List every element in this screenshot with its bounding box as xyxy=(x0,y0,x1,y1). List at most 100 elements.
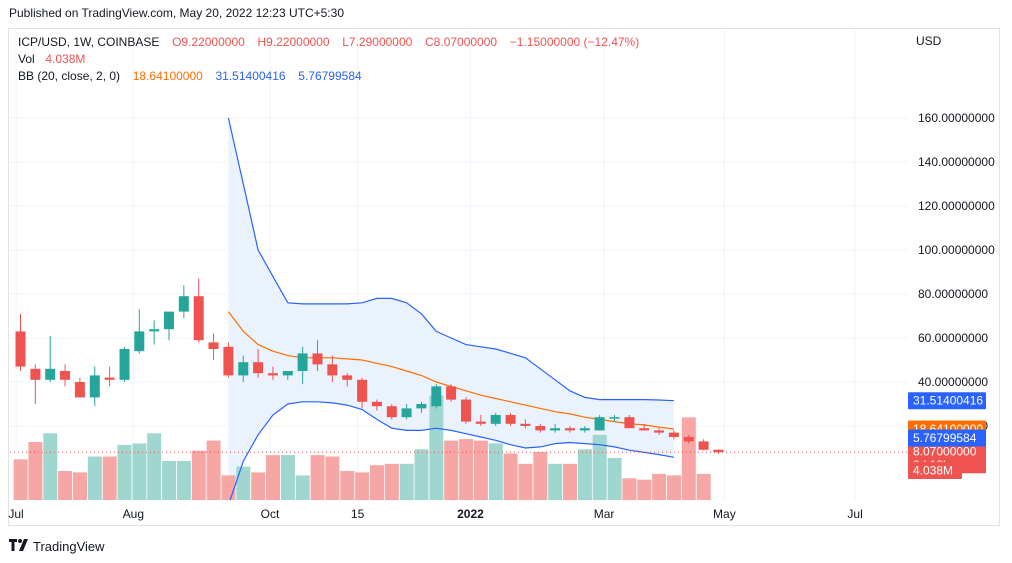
volume-bar xyxy=(473,440,488,500)
candle-body xyxy=(564,428,575,431)
candle-body xyxy=(327,364,338,376)
legend-low: L7.29000000 xyxy=(342,35,413,49)
candle-body xyxy=(594,417,605,431)
legend-bb-lower: 5.76799584 xyxy=(298,69,362,83)
price-axis-label: 60.00000000 xyxy=(918,331,988,345)
price-tag-label: 8.07000000 xyxy=(913,445,977,459)
candle-body xyxy=(490,415,501,424)
price-axis-label: 140.00000000 xyxy=(918,155,995,169)
volume-bar xyxy=(414,449,429,501)
candle-body xyxy=(520,423,531,426)
candle-body xyxy=(178,296,189,312)
volume-bar xyxy=(117,444,132,500)
candle-body xyxy=(238,362,249,376)
candle-body xyxy=(208,342,219,349)
candle-body xyxy=(371,401,382,407)
volume-bar xyxy=(43,433,58,500)
price-tag-label: 5.76799584 xyxy=(913,431,977,445)
time-axis-label: Mar xyxy=(594,507,615,521)
candle-body xyxy=(505,415,516,424)
volume-bar xyxy=(667,475,681,500)
legend-bb-upper: 31.51400416 xyxy=(215,69,286,83)
footer-brand[interactable]: TradingView xyxy=(9,539,105,554)
price-tag xyxy=(908,392,986,410)
time-axis-label: 15 xyxy=(351,507,365,521)
volume-bar xyxy=(384,463,399,501)
bb-upper-line xyxy=(227,117,674,402)
volume-bar xyxy=(87,456,102,500)
legend-vol-value: 4.038M xyxy=(45,52,86,66)
volume-bar xyxy=(58,471,73,500)
candle-body xyxy=(401,408,412,418)
volume-bar xyxy=(548,463,563,501)
candle-body xyxy=(30,368,41,380)
candle-body xyxy=(297,353,308,371)
volume-bar xyxy=(503,453,518,500)
volume-bar xyxy=(637,479,652,500)
volume-bar xyxy=(399,463,414,501)
candle-body xyxy=(668,432,679,437)
legend-bb-label[interactable]: BB (20, close, 2, 0) xyxy=(18,69,121,83)
legend-bb-row: BB (20, close, 2, 0) 18.64100000 31.5140… xyxy=(18,68,639,85)
candle-body xyxy=(386,406,397,418)
volume-bar xyxy=(236,466,251,500)
price-axis-label: 100.00000000 xyxy=(918,243,995,257)
candle-body xyxy=(550,428,561,431)
candle-body xyxy=(149,329,160,332)
candle-body xyxy=(164,311,174,330)
volume-bar xyxy=(681,417,696,500)
candle-body xyxy=(475,421,486,424)
volume-bar xyxy=(221,475,236,500)
volume-bar xyxy=(266,455,280,500)
candle-body xyxy=(431,386,442,407)
price-tag-label: 4.038M xyxy=(913,464,953,478)
time-axis-label: 2022 xyxy=(457,507,484,521)
candle-body xyxy=(267,373,278,376)
volume-bar xyxy=(340,471,355,500)
candle-body xyxy=(461,399,471,422)
candle-body xyxy=(134,331,145,352)
time-axis-label: May xyxy=(713,507,736,521)
volume-bar xyxy=(563,463,577,501)
legend-vol-label[interactable]: Vol xyxy=(18,52,35,66)
volume-bar xyxy=(488,443,503,500)
volume-bar xyxy=(607,457,622,500)
candle-body xyxy=(45,368,56,380)
time-axis-label: Aug xyxy=(123,507,144,521)
legend-bb-basis: 18.64100000 xyxy=(132,69,203,83)
candle-body xyxy=(15,331,26,367)
price-tag xyxy=(908,462,962,479)
candle-body xyxy=(119,349,130,380)
volume-bar xyxy=(592,434,607,501)
volume-bar xyxy=(518,463,533,501)
volume-bar xyxy=(622,478,637,501)
legend-symbol[interactable]: ICP/USD, 1W, COINBASE xyxy=(18,35,160,49)
candle-body xyxy=(416,404,427,409)
volume-bar xyxy=(176,460,191,500)
volume-bar xyxy=(13,459,28,500)
volume-bar xyxy=(147,433,162,500)
price-axis-label: 120.00000000 xyxy=(918,199,995,213)
candle-body xyxy=(74,382,85,398)
candle-body xyxy=(89,375,100,398)
price-axis-label: 80.00000000 xyxy=(918,287,988,301)
legend-open: O9.22000000 xyxy=(172,35,245,49)
time-axis-label: Jul xyxy=(847,507,862,521)
volume-bar xyxy=(73,472,87,500)
legend-ohlc-row: ICP/USD, 1W, COINBASE O9.22000000 H9.220… xyxy=(18,34,639,51)
legend-change: −1.15000000 (−12.47%) xyxy=(509,35,640,49)
price-tag-label: 31.51400416 xyxy=(913,394,983,408)
volume-bar xyxy=(102,456,117,500)
volume-bar xyxy=(191,450,206,500)
chart-frame[interactable] xyxy=(8,28,1000,526)
tradingview-logo-icon xyxy=(9,539,29,554)
volume-bar xyxy=(310,455,325,500)
volume-bar xyxy=(280,455,295,500)
volume-bar xyxy=(206,440,221,500)
volume-bar xyxy=(533,452,548,500)
candle-body xyxy=(698,441,709,450)
volume-bar xyxy=(162,460,177,500)
candle-body xyxy=(609,417,620,419)
volume-bar xyxy=(652,473,667,500)
